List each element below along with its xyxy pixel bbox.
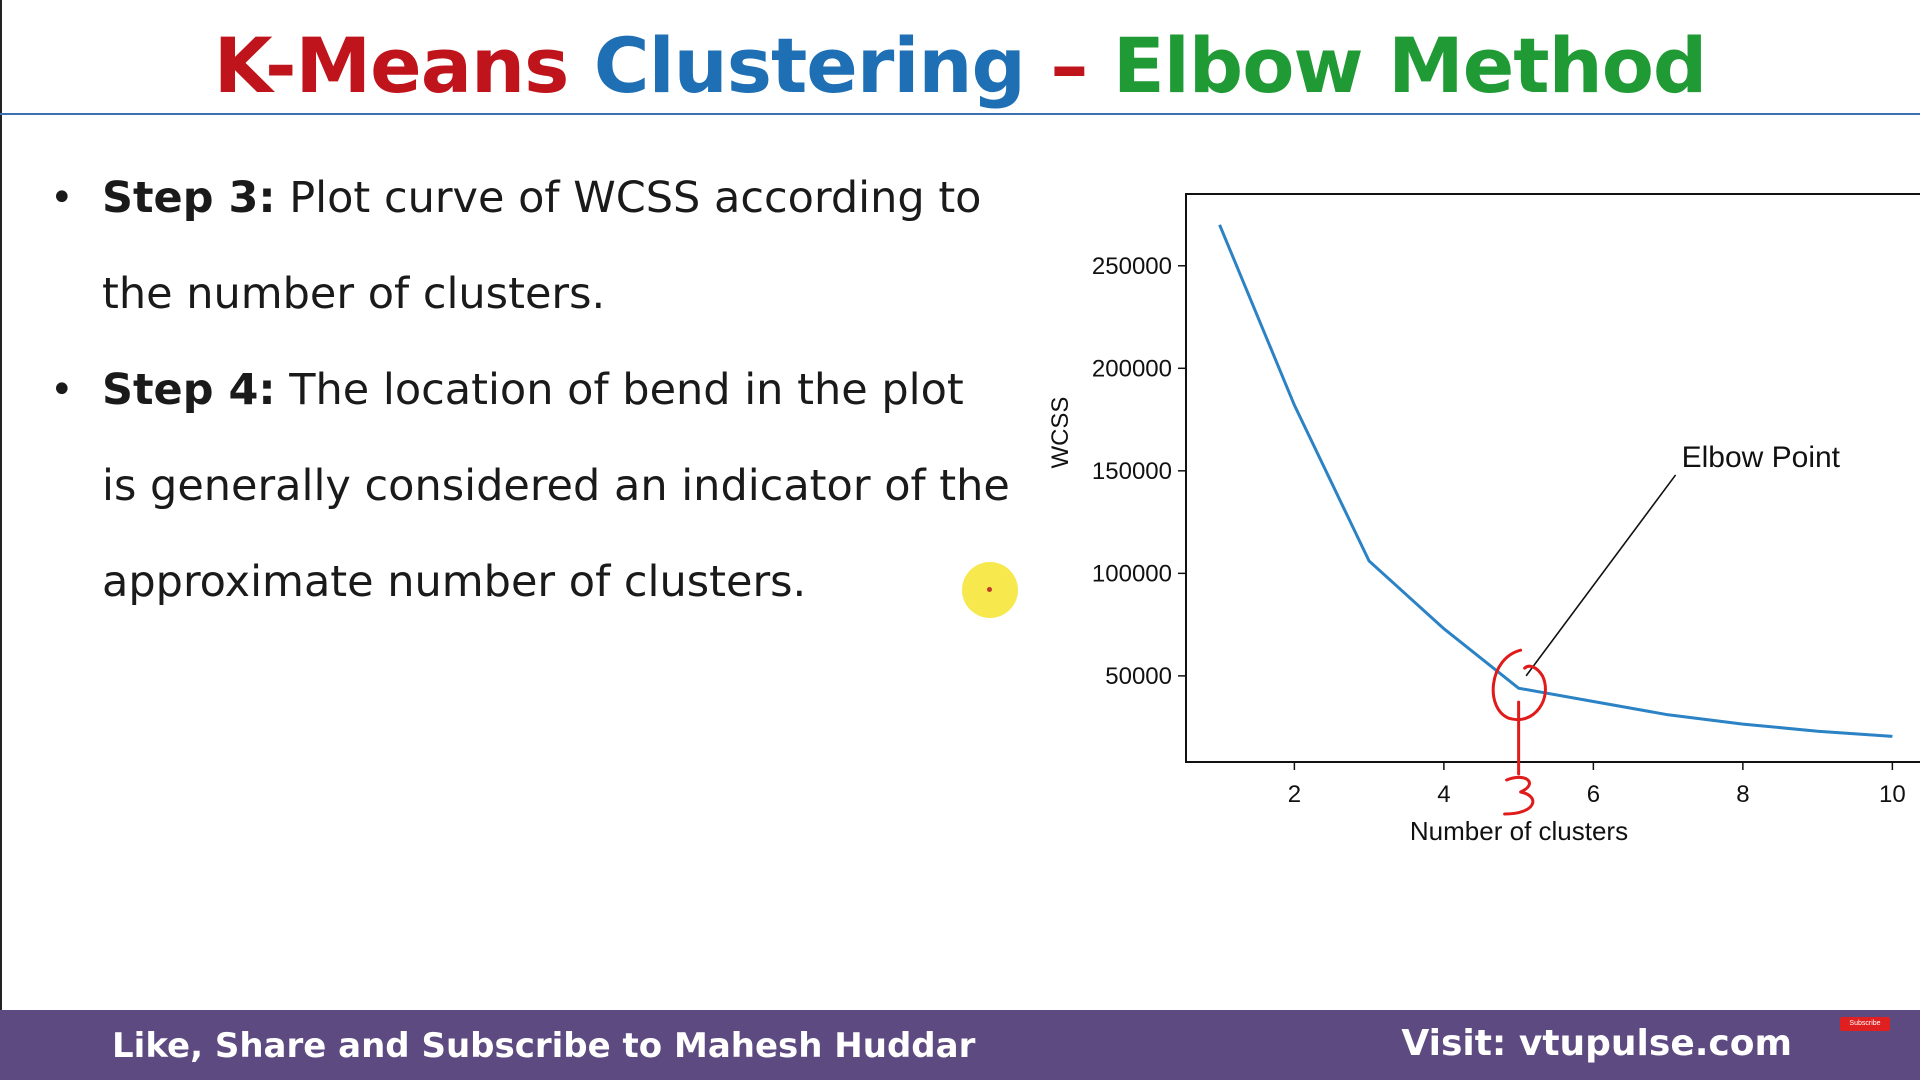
footer-bar: Like, Share and Subscribe to Mahesh Hudd… (0, 1010, 1920, 1080)
slide-title: K-Means Clustering – Elbow Method (0, 18, 1920, 114)
handwritten-number-3 (1503, 775, 1535, 816)
x-tick-label: 2 (1288, 781, 1301, 808)
series-line-wcss (1218, 224, 1893, 738)
footer-website-link[interactable]: Visit: vtupulse.com (1401, 1023, 1792, 1064)
x-axis-label: Number of clusters (1410, 816, 1628, 846)
slide-left-border (0, 0, 2, 1010)
title-part-clustering: Clustering (593, 21, 1026, 110)
bullet-dot: • (50, 175, 74, 221)
title-divider (0, 113, 1920, 115)
handwritten-markup (1491, 648, 1547, 816)
subscribe-button[interactable]: Subscribe (1840, 1017, 1890, 1031)
bullet-list: • Step 3: Plot curve of WCSS according t… (50, 150, 1010, 630)
step-text: Plot curve of WCSS according to the numb… (102, 173, 982, 319)
footer-subscribe-text: Like, Share and Subscribe to Mahesh Hudd… (112, 1026, 976, 1066)
x-tick-label: 10 (1879, 781, 1906, 808)
step-label: Step 3: (102, 173, 276, 223)
bullet-step-3: • Step 3: Plot curve of WCSS according t… (50, 150, 1010, 342)
elbow-chart: 50000 100000 150000 200000 250000 2 4 6 8 10 WCS… (1047, 193, 1920, 846)
annotation-arrow-line (1525, 474, 1677, 677)
step-label: Step 4: (102, 365, 276, 415)
bullet-dot: • (50, 367, 74, 413)
title-part-elbow-method: Elbow Method (1112, 21, 1707, 110)
cursor-pointer-icon (987, 587, 992, 592)
title-part-kmeans: K-Means (213, 21, 570, 110)
step-text: The location of bend in the plot is gene… (102, 365, 1010, 607)
bullet-step-4: • Step 4: The location of bend in the pl… (50, 342, 1010, 630)
y-tick-label: 50000 (1105, 663, 1172, 690)
y-tick-label: 150000 (1092, 458, 1172, 485)
x-tick-label: 6 (1587, 781, 1600, 808)
plot-area (1185, 193, 1920, 763)
handwritten-circle (1491, 648, 1547, 722)
title-dash: – (1050, 21, 1088, 110)
y-tick-label: 250000 (1092, 253, 1172, 280)
annotation-elbow-point: Elbow Point (1682, 441, 1841, 474)
y-tick-label: 100000 (1092, 560, 1172, 587)
x-tick-label: 8 (1736, 781, 1749, 808)
x-tick-label: 4 (1437, 781, 1450, 808)
y-tick-label: 200000 (1092, 355, 1172, 382)
y-axis-label: WCSS (1047, 397, 1074, 469)
